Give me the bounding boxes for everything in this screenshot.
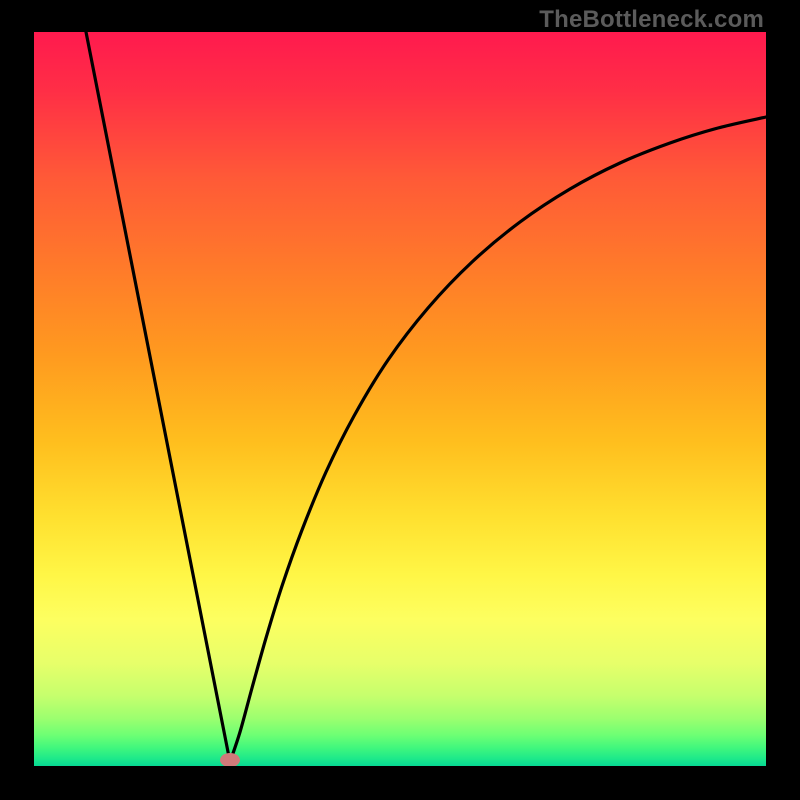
frame-border-left: [0, 0, 34, 800]
watermark-text: TheBottleneck.com: [539, 6, 764, 34]
plot-svg: [34, 32, 766, 766]
frame-border-right: [766, 0, 800, 800]
plot-area: [34, 32, 766, 766]
frame-border-bottom: [0, 766, 800, 800]
gradient-background: [34, 32, 766, 766]
